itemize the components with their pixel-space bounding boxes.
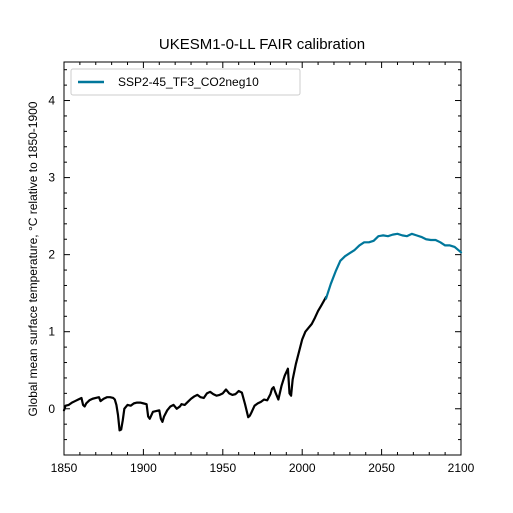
chart-title: UKESM1-0-LL FAIR calibration [159,36,365,53]
series-line-0 [62,295,328,432]
legend: SSP2-45_TF3_CO2neg10 [70,68,301,96]
x-tick-label: 2050 [368,461,395,475]
y-tick-label: 2 [48,248,55,262]
x-tick-label: 2100 [448,461,475,475]
ticks: 1850 1900 1950 2000 2050 2100 0 1 2 3 4 [48,62,475,475]
y-axis-label: Global mean surface temperature, °C rela… [26,101,40,416]
y-tick-label: 0 [48,402,55,416]
series-layer [62,232,463,432]
legend-box [70,68,301,96]
legend-label: SSP2-45_TF3_CO2neg10 [118,75,259,89]
x-tick-label: 1850 [51,461,78,475]
y-tick-label: 4 [48,94,55,108]
y-tick-label: 3 [48,171,55,185]
series-line-1 [324,232,463,300]
y-tick-label: 1 [48,325,55,339]
x-tick-label: 2000 [289,461,316,475]
x-tick-label: 1950 [209,461,236,475]
plot-frame [63,61,462,456]
x-tick-label: 1900 [130,461,157,475]
